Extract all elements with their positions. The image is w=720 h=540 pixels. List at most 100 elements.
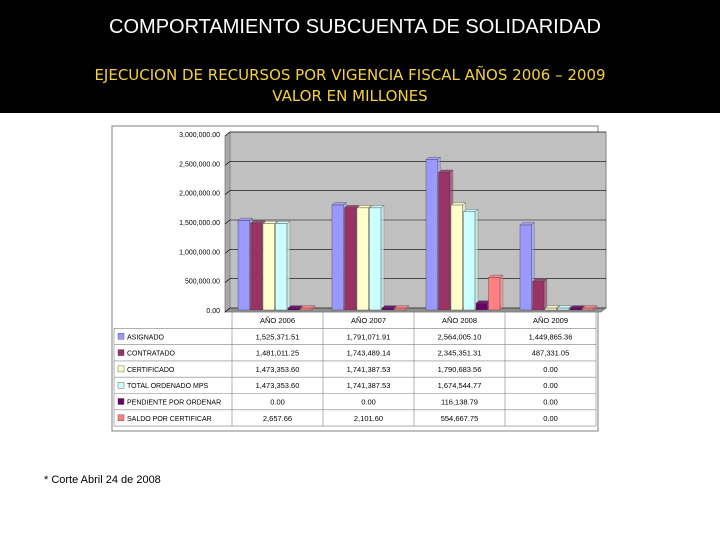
data-label: 0.00 — [270, 398, 285, 407]
title-bar: COMPORTAMIENTO SUBCUENTA DE SOLIDARIDAD … — [0, 0, 720, 113]
y-tick-label: 2,000,000.00 — [179, 191, 220, 198]
bar-side — [380, 205, 385, 311]
data-label: 554,667.75 — [441, 414, 479, 423]
bar-front — [519, 224, 532, 311]
bar — [368, 205, 385, 311]
x-category-label: AÑO 2008 — [442, 316, 477, 325]
data-label: 1,481,011.25 — [256, 349, 299, 358]
bar-front — [344, 207, 357, 311]
data-label: 1,741,387.53 — [347, 365, 391, 374]
legend-swatch — [117, 349, 125, 356]
bar-front — [463, 211, 476, 311]
legend-label: SALDO POR CERTIFICAR — [127, 416, 212, 423]
data-label: 1,449,865.36 — [529, 332, 573, 341]
data-label: 0.00 — [543, 414, 558, 423]
legend-swatch — [117, 414, 125, 421]
bar-front — [438, 172, 451, 311]
bar-front — [275, 223, 288, 311]
bar-front — [369, 207, 382, 311]
gridline-depth — [224, 307, 231, 313]
bar-front — [582, 307, 595, 311]
page-title: COMPORTAMIENTO SUBCUENTA DE SOLIDARIDAD — [109, 16, 601, 38]
footnote: * Corte Abril 24 de 2008 — [44, 474, 161, 486]
gridline-depth — [224, 190, 231, 195]
bar — [299, 305, 316, 311]
bar — [274, 220, 291, 311]
gridline-depth — [224, 219, 231, 225]
legend-label: ASIGNADO — [127, 334, 165, 341]
legend-label: CERTIFICADO — [127, 367, 175, 374]
bar-front — [394, 307, 407, 311]
bar-side — [311, 305, 316, 311]
bar-front — [250, 222, 263, 311]
x-category-label: AÑO 2009 — [533, 316, 568, 325]
bar — [393, 305, 410, 311]
gridline-depth — [224, 249, 231, 254]
legend-label: CONTRATADO — [127, 351, 176, 358]
data-label: 2,657.66 — [263, 414, 292, 423]
bar-front — [488, 277, 501, 311]
bar — [581, 305, 598, 311]
x-category-label: AÑO 2006 — [260, 316, 295, 325]
bar — [531, 278, 548, 311]
bar-front — [381, 307, 394, 311]
data-label: 1,473,353.60 — [256, 365, 300, 374]
bar-side — [286, 220, 291, 311]
data-label: 0.00 — [361, 398, 376, 407]
bar-front — [300, 307, 313, 311]
y-tick-label: 3,000,000.00 — [179, 132, 220, 139]
bar-side — [405, 305, 410, 311]
bar-front — [557, 307, 570, 311]
gridline-depth — [224, 278, 231, 283]
y-tick-label: 1,500,000.00 — [179, 220, 220, 227]
bar — [487, 274, 504, 311]
legend-swatch — [117, 333, 125, 340]
bar-front — [425, 159, 438, 311]
data-label: 2,345,351.31 — [438, 349, 482, 358]
x-category-label: AÑO 2007 — [351, 316, 386, 325]
gridline-depth — [224, 161, 231, 166]
bar-front — [331, 204, 344, 311]
data-label: 1,743,489.14 — [347, 349, 391, 358]
y-tick-label: 500,000.00 — [185, 279, 220, 286]
y-tick-label: 2,500,000.00 — [179, 161, 220, 168]
data-label: 1,674,544.77 — [438, 381, 482, 390]
bar-front — [569, 307, 582, 311]
bar-front — [237, 220, 250, 311]
data-label: 1,741,387.53 — [347, 381, 391, 390]
y-tick-label: 1,000,000.00 — [179, 249, 220, 256]
bar-front — [532, 281, 545, 311]
data-label: 0.00 — [543, 398, 558, 407]
gridline-depth — [224, 131, 231, 137]
data-label: 2,564,005.10 — [438, 332, 482, 341]
data-label: 1,473,353.60 — [256, 381, 300, 390]
data-label: 1,791,071.91 — [347, 332, 391, 341]
bar-front — [544, 307, 557, 311]
subtitle-line-1: EJECUCION DE RECURSOS POR VIGENCIA FISCA… — [94, 66, 606, 84]
legend-swatch — [117, 365, 125, 373]
data-label: 0.00 — [543, 381, 558, 390]
bar-side — [543, 278, 548, 311]
bar — [556, 305, 573, 311]
legend-swatch — [117, 382, 125, 389]
legend-label: PENDIENTE POR ORDENAR — [127, 400, 221, 407]
data-label: 1,790,683.56 — [438, 365, 482, 374]
data-label: 116,138.79 — [441, 398, 478, 407]
bar-side — [499, 274, 504, 311]
legend-swatch — [117, 398, 125, 405]
data-label: 0.00 — [543, 365, 558, 374]
bar-side — [593, 305, 598, 311]
subtitle-line-2: VALOR EN MILLONES — [272, 87, 428, 105]
bar-front — [287, 307, 300, 311]
bar — [462, 208, 479, 311]
bar — [519, 222, 536, 311]
bar-front — [356, 207, 369, 311]
y-tick-label: 0.00 — [206, 308, 220, 315]
legend-label: TOTAL ORDENADO MPS — [127, 383, 208, 390]
bar-front — [475, 302, 488, 311]
bar-side — [474, 208, 479, 311]
data-label: 487,331.05 — [532, 349, 570, 358]
bar-front — [262, 223, 275, 311]
bar-front — [450, 204, 463, 311]
